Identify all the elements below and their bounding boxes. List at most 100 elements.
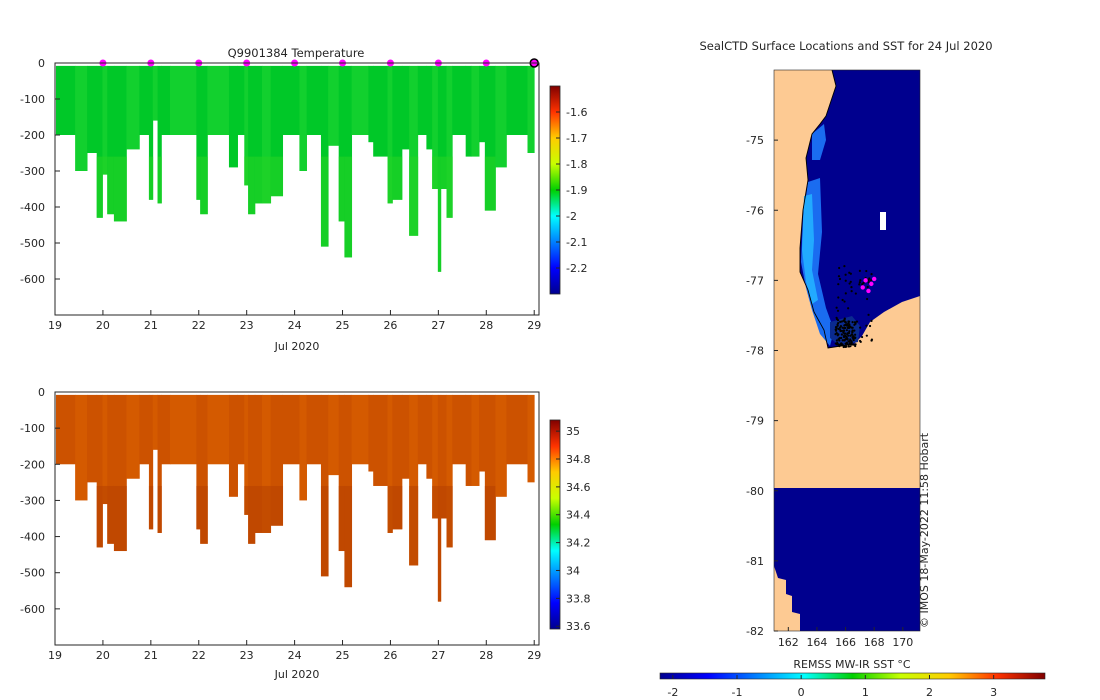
colorbar-tick-label-34.2: 34.2 <box>566 537 591 550</box>
profile-39 <box>417 65 427 135</box>
lon-label-170: 170 <box>892 636 913 649</box>
track-point <box>848 330 851 333</box>
ross-sea <box>800 70 920 348</box>
profile-53 <box>527 65 535 153</box>
track-point <box>834 329 838 332</box>
y-tick-label--600: -600 <box>20 273 45 286</box>
profile-18 <box>228 65 238 168</box>
y-tick-label-0: 0 <box>38 57 45 70</box>
lat-label--81: -81 <box>746 555 764 568</box>
track-point <box>854 292 857 295</box>
profile-6 <box>107 65 115 215</box>
map-footnote: © IMOS 18-May-2022 11:58 Hobart <box>918 432 931 628</box>
profile-10 <box>148 65 154 200</box>
profile-13 <box>161 394 171 465</box>
track-point <box>846 338 849 341</box>
sst-label--1: -1 <box>732 686 743 699</box>
track-point <box>854 322 857 325</box>
profile-2 <box>75 65 88 171</box>
profile-44 <box>446 394 453 548</box>
profile-6 <box>107 394 115 544</box>
seal-location-2 <box>869 281 874 287</box>
track-point <box>858 269 861 272</box>
profile-51 <box>506 65 522 135</box>
profile-46 <box>465 394 472 486</box>
profile-41 <box>432 65 439 189</box>
profile-deep-6 <box>107 156 115 215</box>
profile-22 <box>254 65 263 204</box>
track-point <box>848 342 852 345</box>
profile-deep-49 <box>484 485 496 541</box>
profile-5 <box>102 394 108 505</box>
profile-deep-31 <box>344 485 353 588</box>
x-tick-label-29: 29 <box>527 649 541 662</box>
profile-3 <box>87 65 98 153</box>
profile-deep-44 <box>446 485 453 548</box>
y-tick-label--400: -400 <box>20 201 45 214</box>
x-tick-label-28: 28 <box>479 319 493 332</box>
temperature-x-ticks: 19 20 21 22 23 24 25 26 27 28 29 <box>48 310 541 332</box>
profile-44 <box>446 65 453 218</box>
temperature-profiles <box>55 65 535 272</box>
profile-5 <box>102 65 108 175</box>
track-point <box>837 327 840 331</box>
track-point <box>835 343 839 346</box>
track-point <box>842 331 845 334</box>
profile-12 <box>157 394 162 533</box>
lat-label--76: -76 <box>746 204 764 217</box>
profile-19 <box>237 394 245 465</box>
x-tick-label-19: 19 <box>48 319 62 332</box>
sst-label-3: 3 <box>990 686 997 699</box>
track-point <box>837 296 840 299</box>
colorbar-tick-label-35: 35 <box>566 425 580 438</box>
profile-34 <box>373 394 388 486</box>
track-point <box>853 329 856 332</box>
track-point <box>843 332 847 335</box>
profile-1 <box>55 394 76 465</box>
profile-deep-7 <box>113 485 127 552</box>
track-point <box>867 313 870 316</box>
profile-49 <box>484 394 496 541</box>
track-point <box>840 329 843 333</box>
profile-deep-23 <box>262 156 272 204</box>
track-point <box>847 343 850 346</box>
profile-13 <box>161 65 171 135</box>
track-point <box>835 306 838 309</box>
temperature-y-ticks: 0 -100 -200 -300 -400 -500 -600 <box>20 57 60 286</box>
track-point <box>852 335 855 338</box>
colorbar-tick-label-33.8: 33.8 <box>566 592 591 605</box>
profile-deep-30 <box>338 485 345 552</box>
profile-50 <box>495 394 507 497</box>
track-point <box>849 272 852 275</box>
track-point <box>835 326 838 329</box>
track-point <box>859 279 862 282</box>
profile-11 <box>152 65 158 121</box>
track-point <box>843 324 846 327</box>
profile-deep-42 <box>437 156 442 272</box>
profile-21 <box>248 65 256 215</box>
sst-label--2: -2 <box>667 686 678 699</box>
profile-50 <box>495 65 507 168</box>
x-tick-label-20: 20 <box>96 649 110 662</box>
salinity-x-ticks: 19 20 21 22 23 24 25 26 27 28 29 <box>48 640 541 662</box>
track-point <box>850 290 853 293</box>
track-point <box>845 345 848 348</box>
salinity-panel: 0 -100 -200 -300 -400 -500 -600 19 20 21 22 23 24 25… <box>20 386 590 681</box>
track-point <box>850 341 853 344</box>
profile-35 <box>387 394 393 533</box>
track-point <box>847 345 851 348</box>
x-tick-label-21: 21 <box>144 319 158 332</box>
track-point <box>859 340 862 343</box>
profile-1 <box>55 65 76 135</box>
profile-2 <box>75 394 88 501</box>
profile-25 <box>282 394 300 465</box>
track-point <box>835 331 838 335</box>
profile-36 <box>392 394 403 530</box>
x-tick-label-29: 29 <box>527 319 541 332</box>
x-tick-label-19: 19 <box>48 649 62 662</box>
track-point <box>838 277 842 281</box>
profile-10 <box>148 394 154 530</box>
profile-4 <box>96 65 103 218</box>
track-point <box>843 265 846 268</box>
track-point <box>842 319 845 322</box>
